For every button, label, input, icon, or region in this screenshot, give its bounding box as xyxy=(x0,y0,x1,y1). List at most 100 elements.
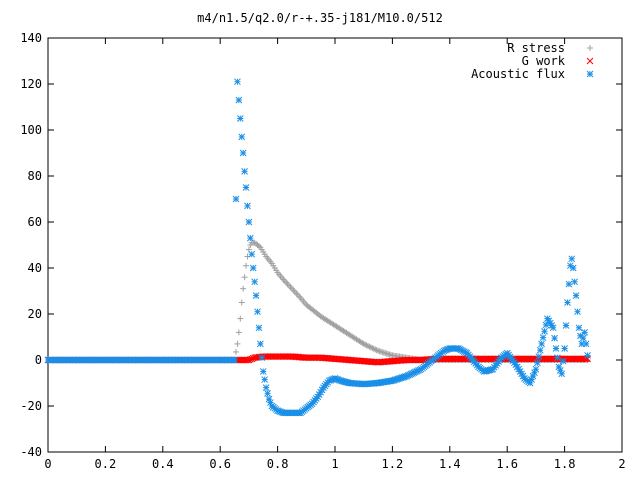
data-point xyxy=(559,357,567,365)
data-point xyxy=(549,324,557,332)
y-tick-label: -40 xyxy=(20,445,42,459)
series-2 xyxy=(44,78,591,417)
x-tick-label: 1.6 xyxy=(496,457,518,471)
legend-label: R stress xyxy=(507,41,565,55)
data-point xyxy=(254,308,261,316)
data-point xyxy=(558,370,566,378)
data-point xyxy=(242,184,250,191)
data-point xyxy=(293,290,300,297)
data-point xyxy=(261,376,269,383)
data-marks xyxy=(44,78,591,417)
data-point xyxy=(572,292,580,299)
x-tick-label: 1.8 xyxy=(554,457,576,471)
chart-title: m4/n1.5/q2.0/r-+.35-j181/M10.0/512 xyxy=(197,11,443,25)
data-point xyxy=(257,340,264,348)
x-tick-label: 0.4 xyxy=(152,457,174,471)
data-point xyxy=(241,168,248,175)
data-point xyxy=(294,291,301,298)
axis-ticks: 0 0.2 0.4 0.6 0.8 1 1.2 1.4 1.6 1.8 2 -40 -20 0 20 40 60… xyxy=(20,31,625,471)
data-point xyxy=(366,343,373,350)
data-point xyxy=(565,280,573,288)
y-tick-label: 100 xyxy=(20,123,42,137)
data-point xyxy=(252,292,260,299)
x-tick-label: 1.2 xyxy=(382,457,404,471)
x-tick-label: 0.2 xyxy=(95,457,117,471)
data-point xyxy=(240,285,247,292)
y-tick-label: 60 xyxy=(28,215,42,229)
data-point xyxy=(231,356,238,364)
data-point xyxy=(564,299,571,306)
y-tick-label: 0 xyxy=(35,353,42,367)
data-point xyxy=(561,345,568,352)
data-point xyxy=(551,334,558,342)
y-tick-label: 80 xyxy=(28,169,42,183)
data-point xyxy=(251,278,258,286)
x-tick-label: 0.8 xyxy=(267,457,289,471)
data-point xyxy=(574,308,581,316)
data-point xyxy=(238,133,246,141)
data-point xyxy=(281,278,288,285)
data-point xyxy=(584,352,591,359)
data-point xyxy=(360,340,367,347)
x-tick-label: 1 xyxy=(331,457,338,471)
data-point xyxy=(262,384,270,391)
data-point xyxy=(245,218,253,226)
x-tick-label: 0 xyxy=(44,457,51,471)
data-point xyxy=(286,282,293,289)
data-point xyxy=(538,340,545,348)
y-tick-label: -20 xyxy=(20,399,42,413)
data-point xyxy=(291,288,298,295)
data-point xyxy=(296,293,303,300)
data-point xyxy=(246,234,254,242)
data-point xyxy=(568,255,576,263)
legend-label: G work xyxy=(522,54,566,68)
data-point xyxy=(370,345,377,352)
data-point xyxy=(582,355,590,363)
data-point xyxy=(283,279,290,286)
x-tick-label: 0.6 xyxy=(209,457,231,471)
plot-frame xyxy=(47,37,623,453)
data-point xyxy=(235,329,242,336)
data-point xyxy=(232,195,240,203)
data-point xyxy=(365,342,372,349)
x-tick-label: 1.4 xyxy=(439,457,461,471)
data-point xyxy=(241,274,248,281)
y-tick-label: 40 xyxy=(28,261,42,275)
data-point xyxy=(239,149,247,157)
data-point xyxy=(235,96,243,104)
data-point xyxy=(244,202,251,210)
data-point xyxy=(535,353,543,360)
data-point xyxy=(288,285,295,292)
data-point xyxy=(569,264,577,272)
data-point xyxy=(238,299,245,306)
data-point xyxy=(533,359,541,367)
data-point xyxy=(575,324,583,332)
data-point xyxy=(248,250,256,258)
data-point xyxy=(255,324,263,332)
data-point xyxy=(554,354,561,362)
data-point xyxy=(236,115,244,122)
data-point xyxy=(258,354,266,362)
y-tick-label: 140 xyxy=(20,31,42,45)
data-point xyxy=(237,315,244,322)
data-point xyxy=(532,365,540,373)
x-tick-label: 2 xyxy=(618,457,625,471)
y-tick-label: 120 xyxy=(20,77,42,91)
data-point xyxy=(367,344,374,351)
y-tick-label: 20 xyxy=(28,307,42,321)
data-point xyxy=(363,342,370,349)
data-point xyxy=(571,278,578,286)
data-point xyxy=(582,340,590,348)
data-point xyxy=(284,281,291,288)
data-point xyxy=(372,346,379,353)
data-point xyxy=(362,341,369,348)
data-point xyxy=(369,345,376,352)
data-point xyxy=(234,340,241,347)
data-point xyxy=(562,322,570,329)
data-point xyxy=(579,334,587,342)
data-point xyxy=(234,78,241,86)
data-point xyxy=(552,345,560,352)
data-point xyxy=(232,348,239,355)
